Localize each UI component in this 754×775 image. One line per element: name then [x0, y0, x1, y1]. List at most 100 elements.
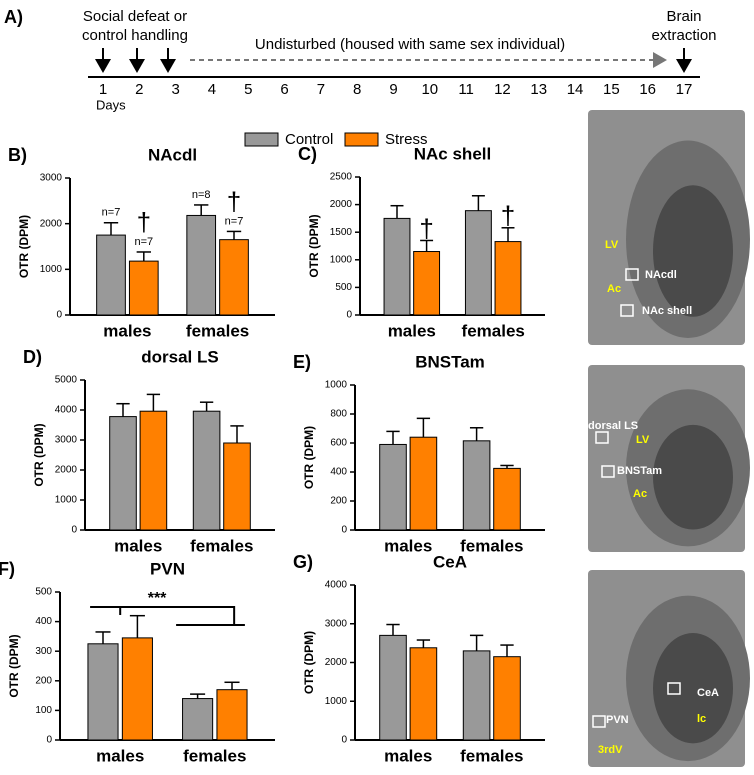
y-tick-label: 1000	[325, 696, 348, 707]
y-tick-label: 0	[341, 525, 347, 536]
y-tick-label: 4000	[55, 405, 78, 416]
x-tick-label: males	[96, 746, 144, 765]
x-tick-label: males	[114, 536, 162, 555]
bar	[413, 251, 441, 316]
region-label: LV	[605, 239, 619, 251]
y-tick-label: 200	[330, 496, 347, 507]
region-label: PVN	[606, 714, 629, 726]
significance-marker: †	[227, 186, 241, 216]
days-label: Days	[96, 97, 126, 112]
bar	[379, 443, 407, 531]
chart-title: NAcdl	[148, 145, 197, 164]
y-tick-label: 400	[35, 616, 52, 627]
bar	[121, 637, 153, 741]
y-axis-label: OTR (DPM)	[302, 631, 316, 694]
panel-label: G)	[293, 552, 313, 572]
bar	[186, 214, 217, 316]
tissue	[653, 633, 733, 744]
bar	[409, 436, 438, 531]
y-tick-label: 1000	[325, 380, 348, 391]
x-tick-label: females	[460, 746, 523, 765]
y-tick-label: 3000	[325, 618, 348, 629]
region-label: BNSTam	[617, 465, 662, 477]
region-label: LV	[636, 434, 650, 446]
region-box	[592, 715, 606, 728]
panel-label: C)	[298, 144, 317, 164]
region-label: lc	[697, 713, 706, 725]
event-arrows	[95, 48, 692, 73]
region-label: CeA	[697, 687, 719, 699]
event-text: Social defeat or	[83, 8, 187, 25]
y-tick-label: 3000	[40, 173, 63, 184]
event-text: Undisturbed (housed with same sex indivi…	[255, 36, 565, 53]
y-tick-label: 3000	[55, 435, 78, 446]
y-tick-label: 1500	[330, 227, 353, 238]
day-label: 3	[171, 81, 179, 98]
panel-label: D)	[23, 347, 42, 367]
day-label: 9	[389, 81, 397, 98]
n-label: n=7	[225, 215, 244, 227]
y-axis-label: OTR (DPM)	[17, 215, 31, 278]
bar	[462, 440, 491, 531]
legend-label: Control	[285, 131, 333, 148]
panel-label: A)	[4, 7, 23, 27]
chart-title: CeA	[433, 552, 467, 571]
bar	[494, 241, 522, 316]
region-box	[595, 431, 609, 444]
significance-marker: †	[137, 207, 151, 237]
y-tick-label: 2000	[330, 199, 353, 210]
legend-swatch	[244, 132, 279, 147]
day-label: 16	[639, 81, 656, 98]
event-text: control handling	[82, 27, 188, 44]
day-label: 13	[530, 81, 547, 98]
panel-label: F)	[0, 559, 15, 579]
region-label: NAc shell	[642, 305, 692, 317]
y-tick-label: 1000	[40, 264, 63, 275]
x-tick-label: females	[460, 536, 523, 555]
x-tick-label: males	[384, 746, 432, 765]
tissue	[653, 424, 733, 530]
bar	[223, 442, 251, 531]
chart-title: NAc shell	[414, 144, 491, 163]
y-tick-label: 2000	[325, 657, 348, 668]
y-tick-label: 0	[46, 735, 52, 746]
event-text: extraction	[651, 27, 716, 44]
y-tick-label: 0	[71, 525, 77, 536]
bar	[139, 410, 168, 531]
y-tick-label: 4000	[325, 580, 348, 591]
bar	[109, 416, 137, 531]
y-tick-label: 600	[330, 438, 347, 449]
x-tick-label: males	[388, 321, 436, 340]
y-tick-label: 2500	[330, 172, 353, 183]
region-box	[667, 682, 681, 695]
bar	[493, 656, 521, 741]
day-label: 15	[603, 81, 620, 98]
y-tick-label: 2000	[40, 218, 63, 229]
y-tick-label: 1000	[55, 495, 78, 506]
bar	[192, 410, 221, 531]
x-tick-label: females	[190, 536, 253, 555]
region-label: dorsal LS	[588, 420, 638, 432]
y-tick-label: 500	[35, 587, 52, 598]
day-label: 12	[494, 81, 511, 98]
day-label: 11	[458, 81, 474, 98]
bar	[128, 260, 159, 316]
y-tick-label: 500	[335, 282, 352, 293]
y-tick-label: 0	[346, 310, 352, 321]
bar	[409, 647, 438, 741]
y-tick-label: 800	[330, 409, 347, 420]
day-label: 14	[567, 81, 584, 98]
y-axis-label: OTR (DPM)	[7, 634, 21, 697]
x-tick-label: males	[103, 321, 151, 340]
day-label: 8	[353, 81, 361, 98]
legend-label: Stress	[385, 131, 428, 148]
day-label: 2	[135, 81, 143, 98]
y-tick-label: 100	[35, 705, 52, 716]
bar	[87, 643, 119, 741]
region-box	[620, 304, 634, 317]
region-box	[601, 465, 615, 478]
chart-title: BNSTam	[415, 352, 485, 371]
tissue	[653, 185, 733, 317]
bar	[464, 210, 492, 316]
